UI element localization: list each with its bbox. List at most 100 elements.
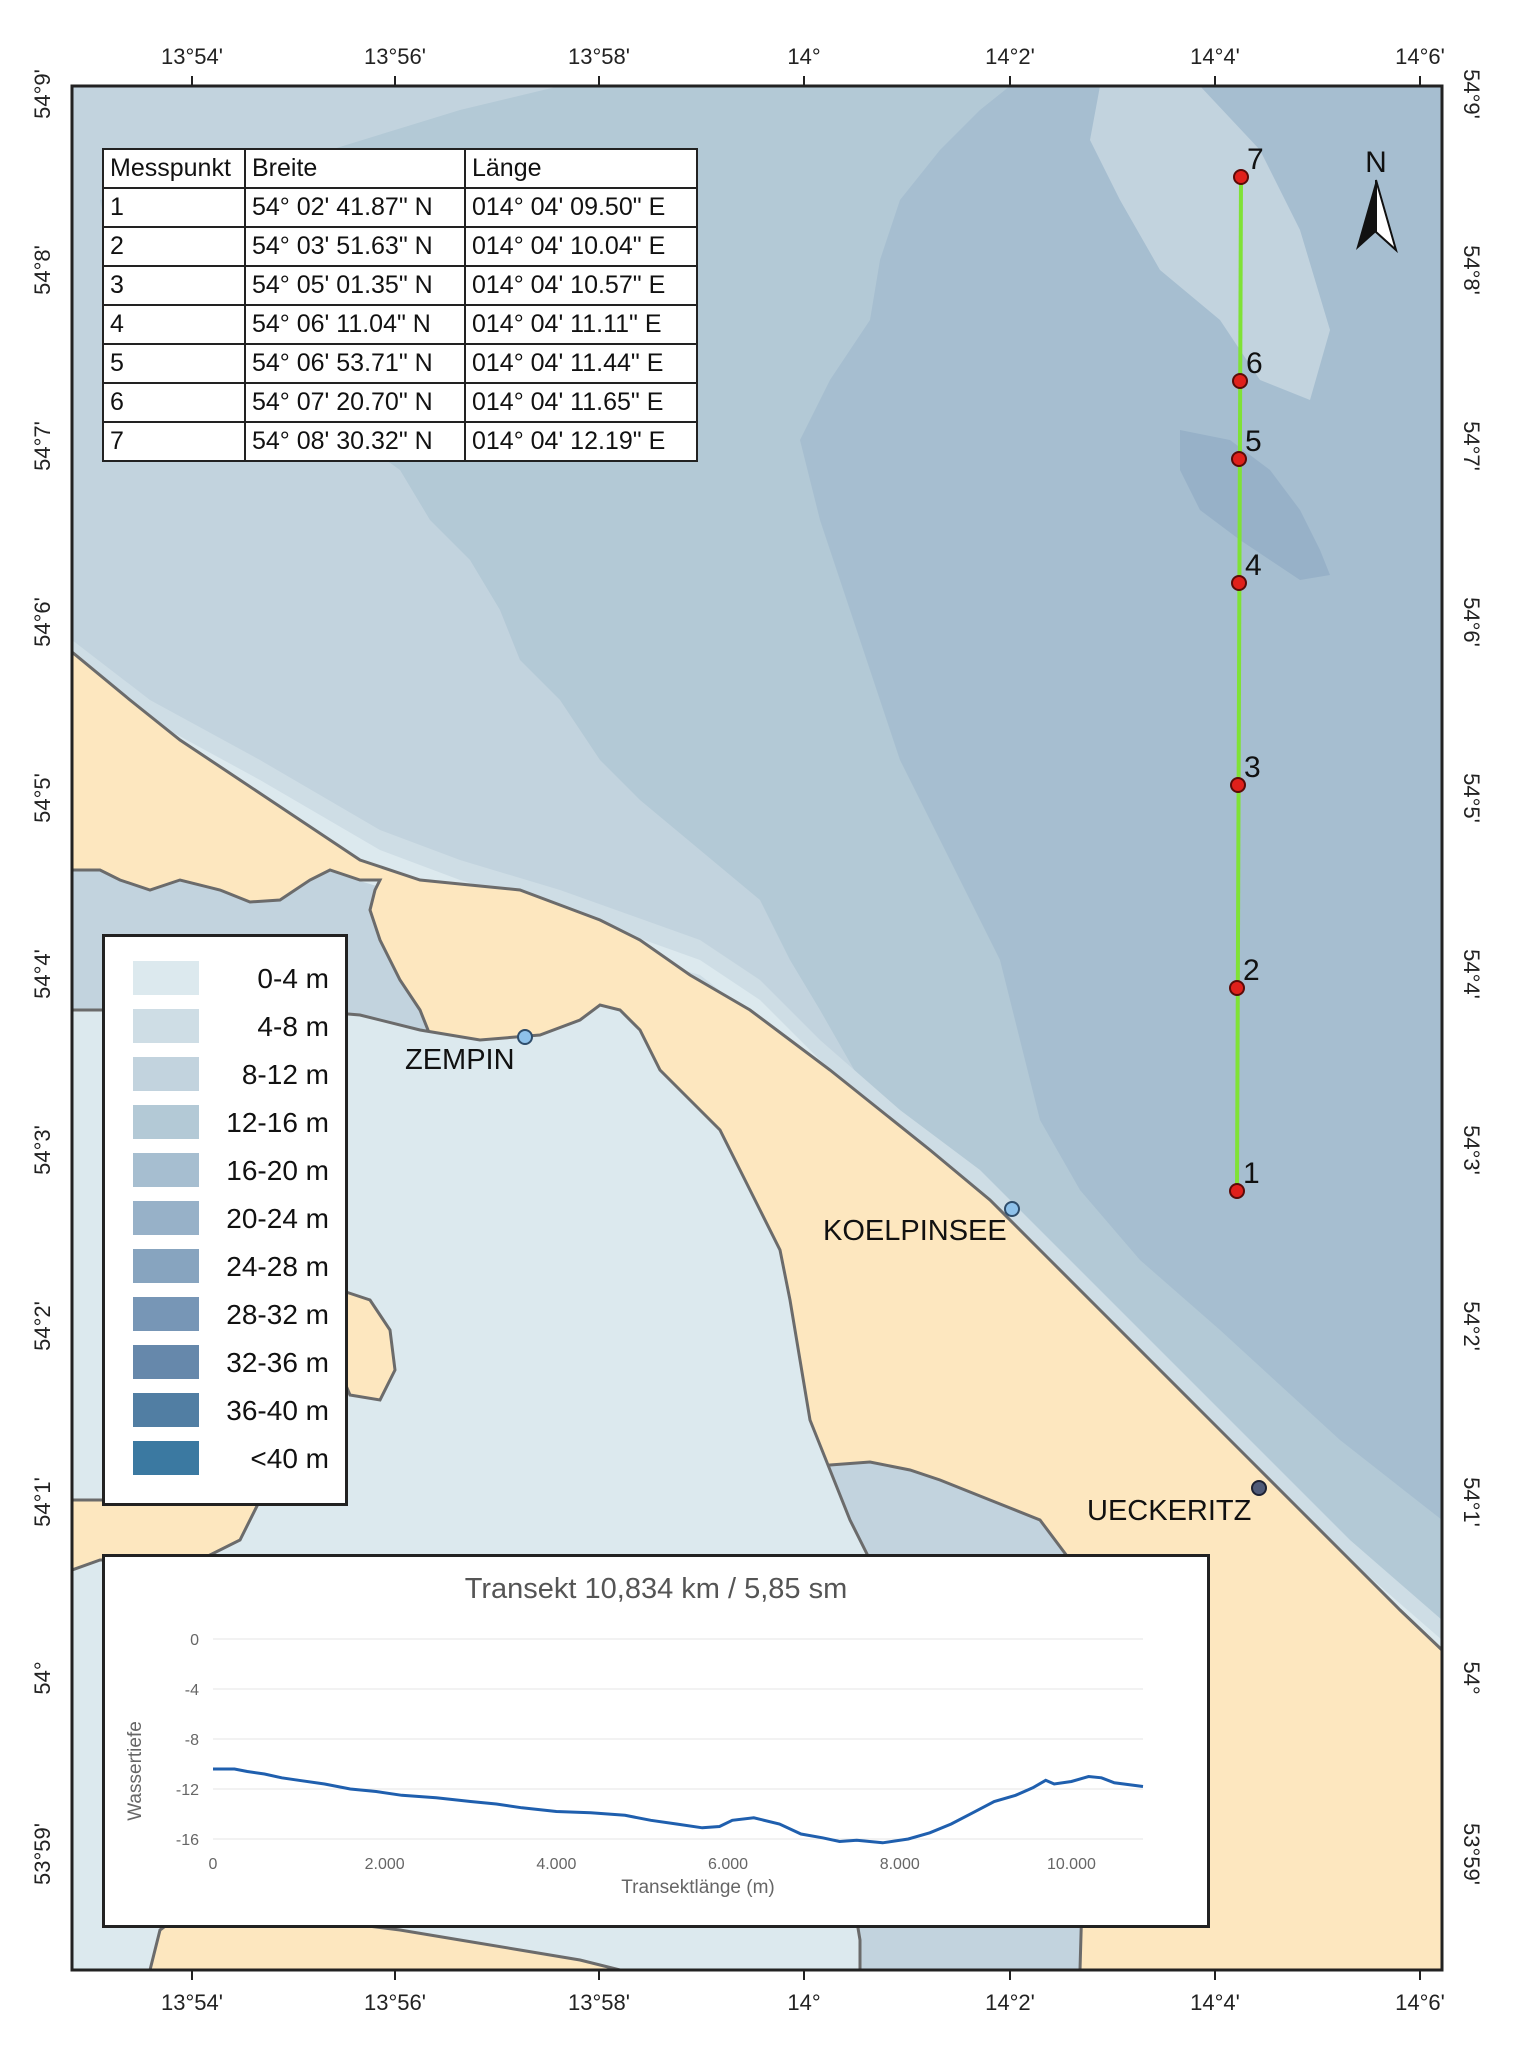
lat-label-right: 53°59' [1459,1823,1484,1885]
table-cell: 5 [102,343,246,384]
place-label-zempin: ZEMPIN [405,1044,515,1076]
lat-label-left: 54°3' [30,1125,55,1175]
place-marker-zempin[interactable] [517,1029,533,1045]
table-cell: 1 [102,187,246,228]
table-row: 6 54° 07' 20.70" N 014° 04' 11.65" E [102,382,698,423]
lon-label-bottom: 13°56' [364,1990,426,2015]
y-tick-label: -8 [185,1732,199,1749]
lat-labels-left: 54°9' 54°8' 54°7' 54°6' 54°5' 54°4' 54°3… [30,69,55,1885]
table-header: Breite [244,148,466,189]
legend-label: 16-20 m [226,1155,329,1186]
y-tick-label: -16 [176,1832,199,1849]
lat-label-right: 54°1' [1459,1477,1484,1527]
legend-swatch [133,1441,199,1475]
lat-label-left: 53°59' [30,1823,55,1885]
legend-item: <40 m [129,1441,329,1475]
table-cell: 014° 04' 11.65" E [464,382,698,423]
legend-item: 36-40 m [129,1393,329,1427]
table-cell: 54° 02' 41.87" N [244,187,466,228]
legend-item: 24-28 m [129,1249,329,1283]
legend-label: 4-8 m [257,1011,329,1042]
profile-chart: 0-4-8-12-16 0 2.000 4.000 6.000 8.000 10.000 … [125,1632,1144,1898]
transect-point[interactable] [1231,575,1247,591]
transect-point-label: 5 [1245,425,1262,458]
legend-label: <40 m [250,1443,329,1474]
table-cell: 014° 04' 12.19" E [464,421,698,462]
table-cell: 4 [102,304,246,345]
transect-point[interactable] [1231,451,1247,467]
legend-swatch [133,1201,199,1235]
x-tick-label: 8.000 [880,1856,920,1873]
legend-label: 32-36 m [226,1347,329,1378]
lat-label-left: 54°4' [30,949,55,999]
measurement-points-table: Messpunkt Breite Länge 1 54° 02' 41.87" … [102,148,698,462]
lon-label-top: 13°56' [364,44,426,69]
graticule-ticks [191,76,1421,1980]
profile-grid [213,1638,1143,1840]
transect-point-label: 6 [1246,347,1263,380]
table-cell: 014° 04' 11.44" E [464,343,698,384]
lat-label-right: 54°3' [1459,1125,1484,1175]
transect-point-label: 4 [1245,549,1262,582]
y-tick-label: -12 [176,1782,199,1799]
lon-label-top: 13°58' [568,44,630,69]
y-axis-title: Wassertiefe [125,1721,146,1821]
legend-item: 8-12 m [129,1057,329,1091]
table-header: Messpunkt [102,148,246,189]
lat-label-left: 54°9' [30,69,55,119]
table-header-row: Messpunkt Breite Länge [102,148,698,189]
lon-label-bottom: 14°6' [1395,1990,1445,2015]
lat-label-right: 54°8' [1459,245,1484,295]
legend-swatch [133,1297,199,1331]
transect-point[interactable] [1232,373,1248,389]
lat-label-left: 54°8' [30,245,55,295]
table-cell: 7 [102,421,246,462]
transect-profile-panel: Transekt 10,834 km / 5,85 sm 0 -4 -8 -12 -16… [102,1554,1210,1928]
lon-label-bottom: 14°2' [985,1990,1035,2015]
table-cell: 6 [102,382,246,423]
lat-label-right: 54°7' [1459,421,1484,471]
depth-legend: 0-4 m 4-8 m 8-12 m 12-16 m 16-20 m 20-24… [102,934,348,1506]
table-cell: 54° 05' 01.35" N [244,265,466,306]
lon-label-top: 14°6' [1395,44,1445,69]
legend-item: 0-4 m [129,961,329,995]
table-cell: 014° 04' 11.11" E [464,304,698,345]
table-cell: 2 [102,226,246,267]
place-marker-ueckeritz[interactable] [1251,1480,1267,1496]
legend-item: 4-8 m [129,1009,329,1043]
table-cell: 54° 03' 51.63" N [244,226,466,267]
place-label-koelpinsee: KOELPINSEE [823,1215,1007,1247]
transect-point-label: 7 [1247,143,1264,176]
transect-point-labels: 1 2 3 4 5 6 7 [1243,143,1264,1190]
legend-label: 36-40 m [226,1395,329,1426]
lon-label-top: 13°54' [161,44,223,69]
north-arrow-icon: N [1356,146,1398,254]
lon-label-bottom: 13°54' [161,1990,223,2015]
transect-point[interactable] [1230,777,1246,793]
transect-point[interactable] [1233,169,1249,185]
legend-label: 0-4 m [257,963,329,994]
map-frame [70,84,1444,1972]
transect-point[interactable] [1229,980,1245,996]
lon-label-top: 14° [787,44,820,69]
x-axis-title: Transektlänge (m) [621,1877,774,1898]
table-row: 7 54° 08' 30.32" N 014° 04' 12.19" E [102,421,698,462]
table-row: 2 54° 03' 51.63" N 014° 04' 10.04" E [102,226,698,267]
place-marker-koelpinsee[interactable] [1004,1201,1020,1217]
x-tick-label: 2.000 [365,1856,405,1873]
table-row: 3 54° 05' 01.35" N 014° 04' 10.57" E [102,265,698,306]
depth-profile-line [213,1767,1144,1845]
legend-swatch [133,1393,199,1427]
legend-swatch [133,1345,199,1379]
x-tick-label: 6.000 [708,1856,748,1873]
transect-point-label: 3 [1244,751,1261,784]
lat-label-left: 54° [30,1661,55,1694]
legend-label: 8-12 m [241,1059,329,1090]
table-cell: 54° 07' 20.70" N [244,382,466,423]
place-label-ueckeritz: UECKERITZ [1087,1495,1251,1527]
profile-title: Transekt 10,834 km / 5,85 sm [464,1573,848,1605]
transect-point[interactable] [1229,1183,1245,1199]
y-tick-label: -4 [185,1682,199,1699]
lon-labels-bottom: 13°54' 13°56' 13°58' 14° 14°2' 14°4' 14°… [161,1990,1445,2015]
legend-label: 12-16 m [226,1107,329,1138]
